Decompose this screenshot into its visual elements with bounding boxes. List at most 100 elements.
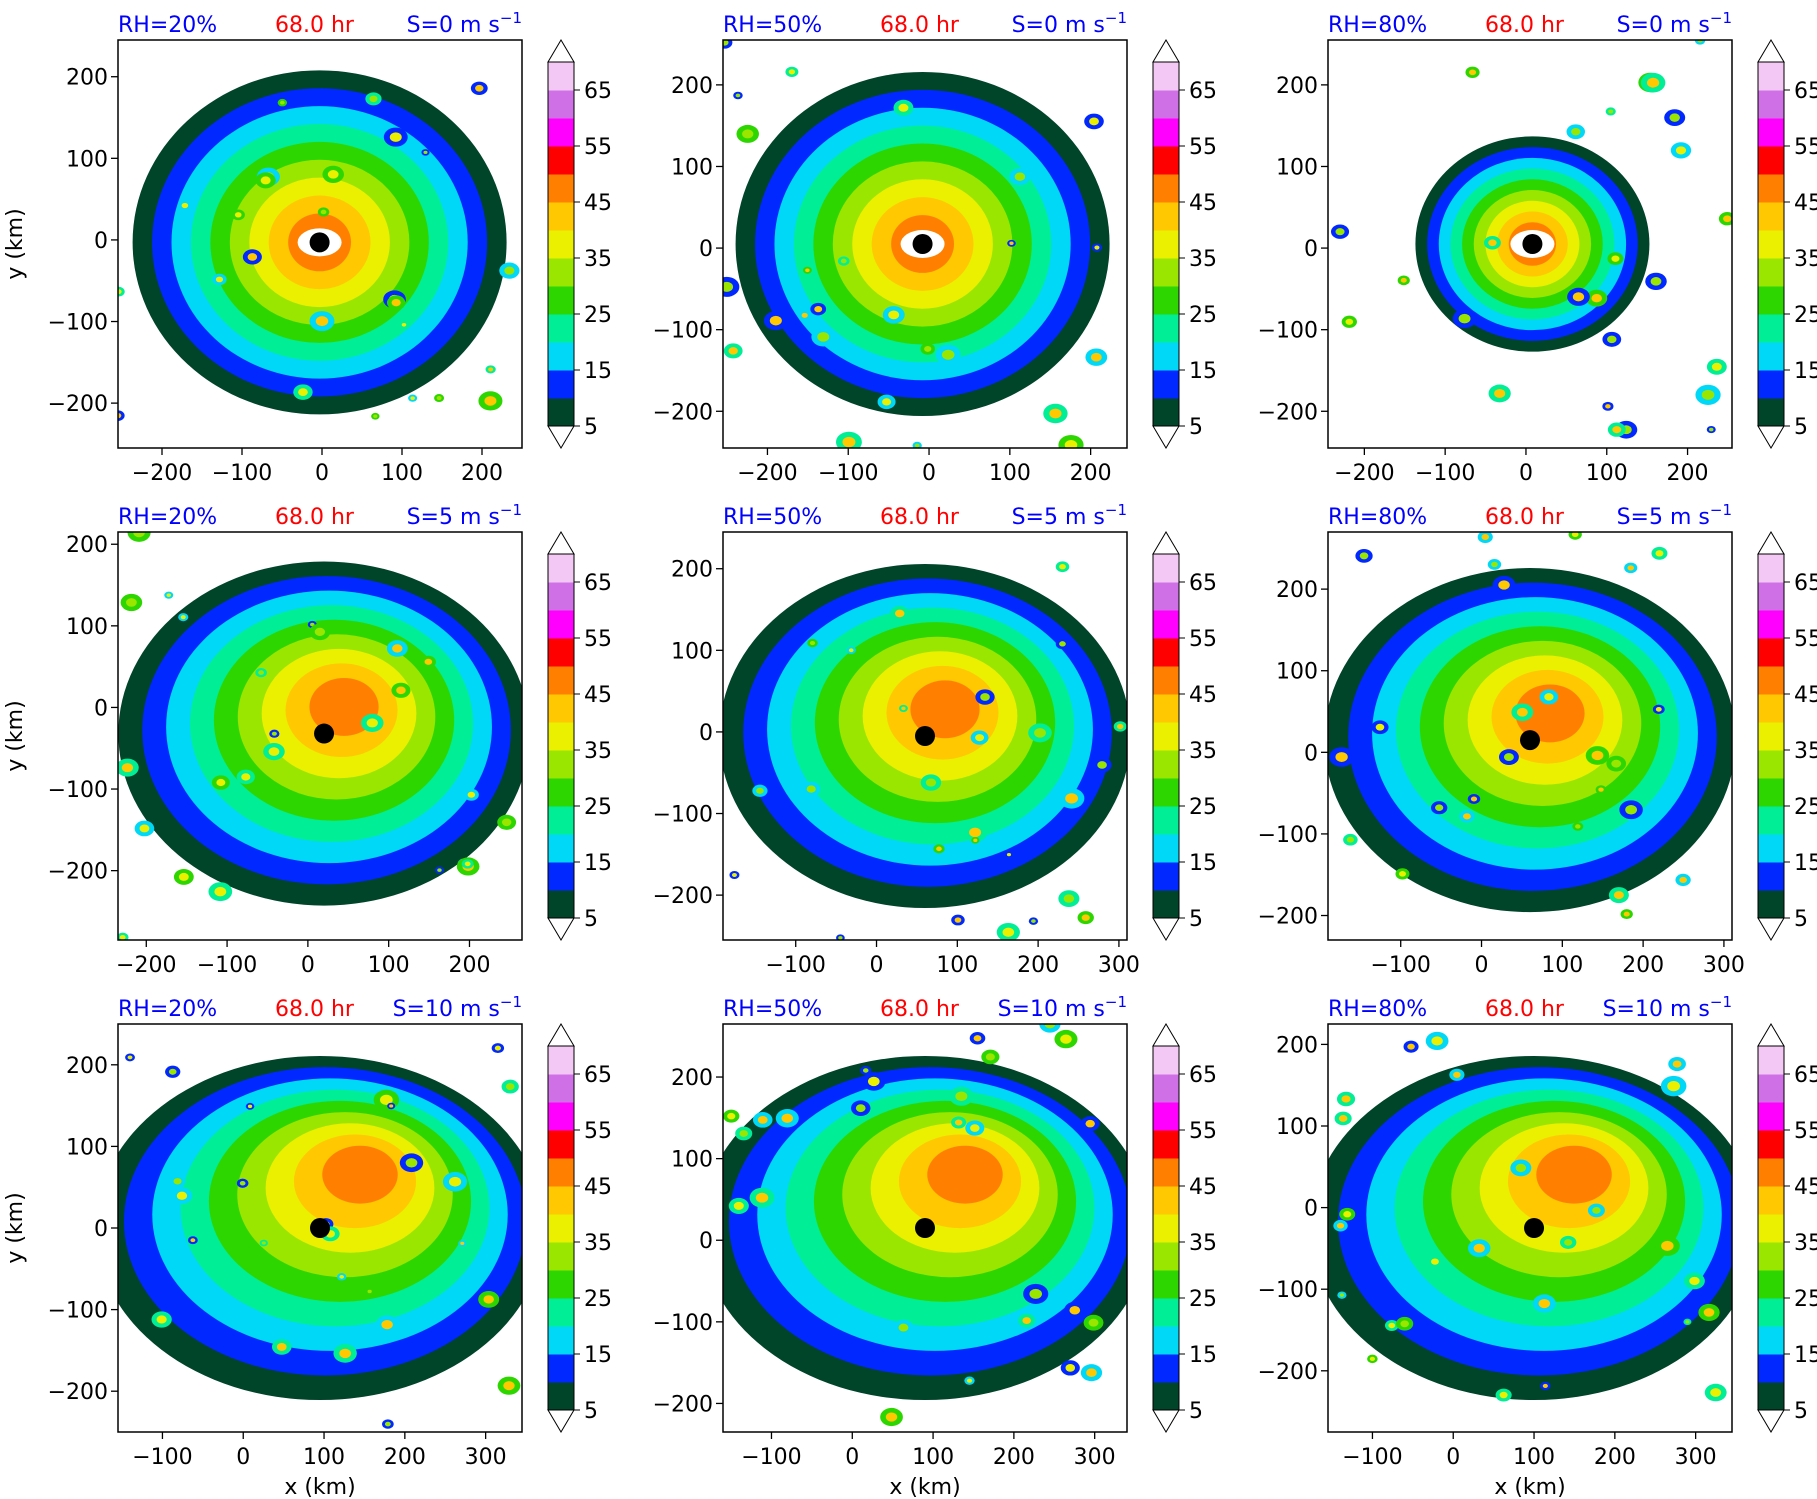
colorbar-tick-label: 5 [584, 1399, 598, 1424]
rh-title: RH=50% [723, 505, 822, 530]
convective-core [1625, 805, 1637, 815]
contour-band [927, 1145, 1003, 1204]
convective-core [1481, 533, 1490, 541]
convective-core [239, 1180, 246, 1186]
colorbar-segment [1758, 230, 1784, 259]
x-tick-label: −200 [737, 461, 797, 486]
convective-core [1336, 1222, 1345, 1229]
reflectivity-field [723, 1024, 1127, 1427]
colorbar-tick-label: 55 [1794, 627, 1817, 652]
convective-core [1515, 1163, 1527, 1173]
x-tick-label: 300 [465, 1445, 507, 1470]
colorbar-tick-label: 35 [1794, 1231, 1817, 1256]
x-tick-label: 100 [368, 953, 410, 978]
convective-core [121, 763, 134, 773]
colorbar-segment [1153, 1074, 1179, 1103]
colorbar-tick-label: 45 [1189, 191, 1217, 216]
colorbar-segment [548, 146, 574, 175]
x-tick-label: 300 [1074, 1445, 1116, 1470]
convective-core [806, 785, 816, 793]
convective-core [1646, 77, 1660, 88]
colorbar-segment [1758, 1046, 1784, 1075]
convective-core [1710, 1388, 1722, 1397]
time-title: 68.0 hr [1485, 997, 1565, 1022]
y-tick-label: 100 [1276, 1115, 1318, 1140]
colorbar: 5 15 25 35 45 55 65 [547, 531, 612, 941]
y-tick-label: 200 [1276, 1033, 1318, 1058]
colorbar-segment [1758, 778, 1784, 807]
colorbar-extend-top [1757, 531, 1785, 555]
colorbar-segment [548, 1046, 574, 1075]
contour-band [322, 1145, 398, 1204]
x-tick-label: 0 [301, 953, 315, 978]
colorbar-segment [548, 722, 574, 751]
colorbar-segment [1758, 62, 1784, 91]
colorbar-segment [1758, 1242, 1784, 1271]
colorbar-segment [1153, 1046, 1179, 1075]
colorbar-tick-label: 35 [1794, 247, 1817, 272]
colorbar-tick-label: 15 [1189, 359, 1217, 384]
colorbar-tick-label: 45 [584, 1175, 612, 1200]
convective-core [1650, 277, 1662, 286]
convective-core [980, 693, 990, 701]
colorbar-tick-label: 45 [1794, 191, 1817, 216]
colorbar-segment [548, 1382, 574, 1411]
colorbar-segment [1153, 230, 1179, 259]
convective-core [1034, 728, 1046, 738]
convective-core [756, 787, 764, 794]
convective-core [1388, 1322, 1396, 1329]
colorbar-extend-bottom [1757, 425, 1785, 449]
colorbar-segment [1153, 370, 1179, 399]
colorbar-segment [1153, 862, 1179, 891]
convective-core [1669, 113, 1680, 122]
colorbar-segment [548, 610, 574, 639]
y-tick-label: −200 [1258, 1360, 1318, 1385]
y-tick-label: −100 [48, 311, 108, 336]
colorbar-frame [1757, 553, 1785, 919]
colorbar-segment [548, 694, 574, 723]
convective-core [1607, 335, 1617, 344]
colorbar-tick-label: 45 [1189, 683, 1217, 708]
convective-core [1516, 707, 1528, 717]
colorbar-tick-label: 25 [584, 795, 612, 820]
colorbar-tick-label: 45 [584, 683, 612, 708]
colorbar-segment [548, 750, 574, 779]
convective-core [985, 1053, 995, 1061]
axes-frame [722, 1023, 1128, 1433]
convective-core [139, 824, 150, 833]
y-tick-label: 100 [1276, 660, 1318, 685]
colorbar-segment [1758, 1130, 1784, 1159]
convective-core [276, 1343, 287, 1351]
convective-core [1081, 914, 1090, 921]
convective-core [467, 791, 476, 798]
convective-core [384, 1421, 391, 1427]
convective-core [234, 212, 242, 218]
y-tick-label: 200 [66, 1054, 108, 1079]
colorbar-tick-label: 65 [1794, 571, 1817, 596]
convective-core [156, 1315, 167, 1324]
axes-frame [1327, 39, 1733, 449]
x-tick-label: 0 [236, 1445, 250, 1470]
colorbar-segment [1153, 834, 1179, 863]
time-title: 68.0 hr [275, 997, 355, 1022]
colorbar-segment [548, 1242, 574, 1271]
colorbar-tick-label: 65 [1189, 1063, 1217, 1088]
convective-core [867, 1076, 880, 1087]
colorbar-segment [1153, 1242, 1179, 1271]
convective-core [1623, 911, 1630, 917]
y-tick-label: −200 [48, 1380, 108, 1405]
convective-core [168, 1068, 177, 1075]
convective-core [247, 253, 258, 261]
colorbar-extend-top [1152, 1023, 1180, 1047]
colorbar-segment [548, 202, 574, 231]
convective-core [1086, 1368, 1097, 1377]
convective-core [1458, 313, 1471, 324]
axes-frame [722, 531, 1128, 941]
convective-core [862, 1068, 869, 1073]
convective-core [1494, 389, 1506, 398]
colorbar-segment [1758, 1214, 1784, 1243]
convective-core [1473, 1243, 1485, 1253]
storm-center-marker [314, 723, 335, 744]
contour-band [1536, 1145, 1612, 1204]
shear-title: S=5 m s−1 [1012, 501, 1127, 530]
